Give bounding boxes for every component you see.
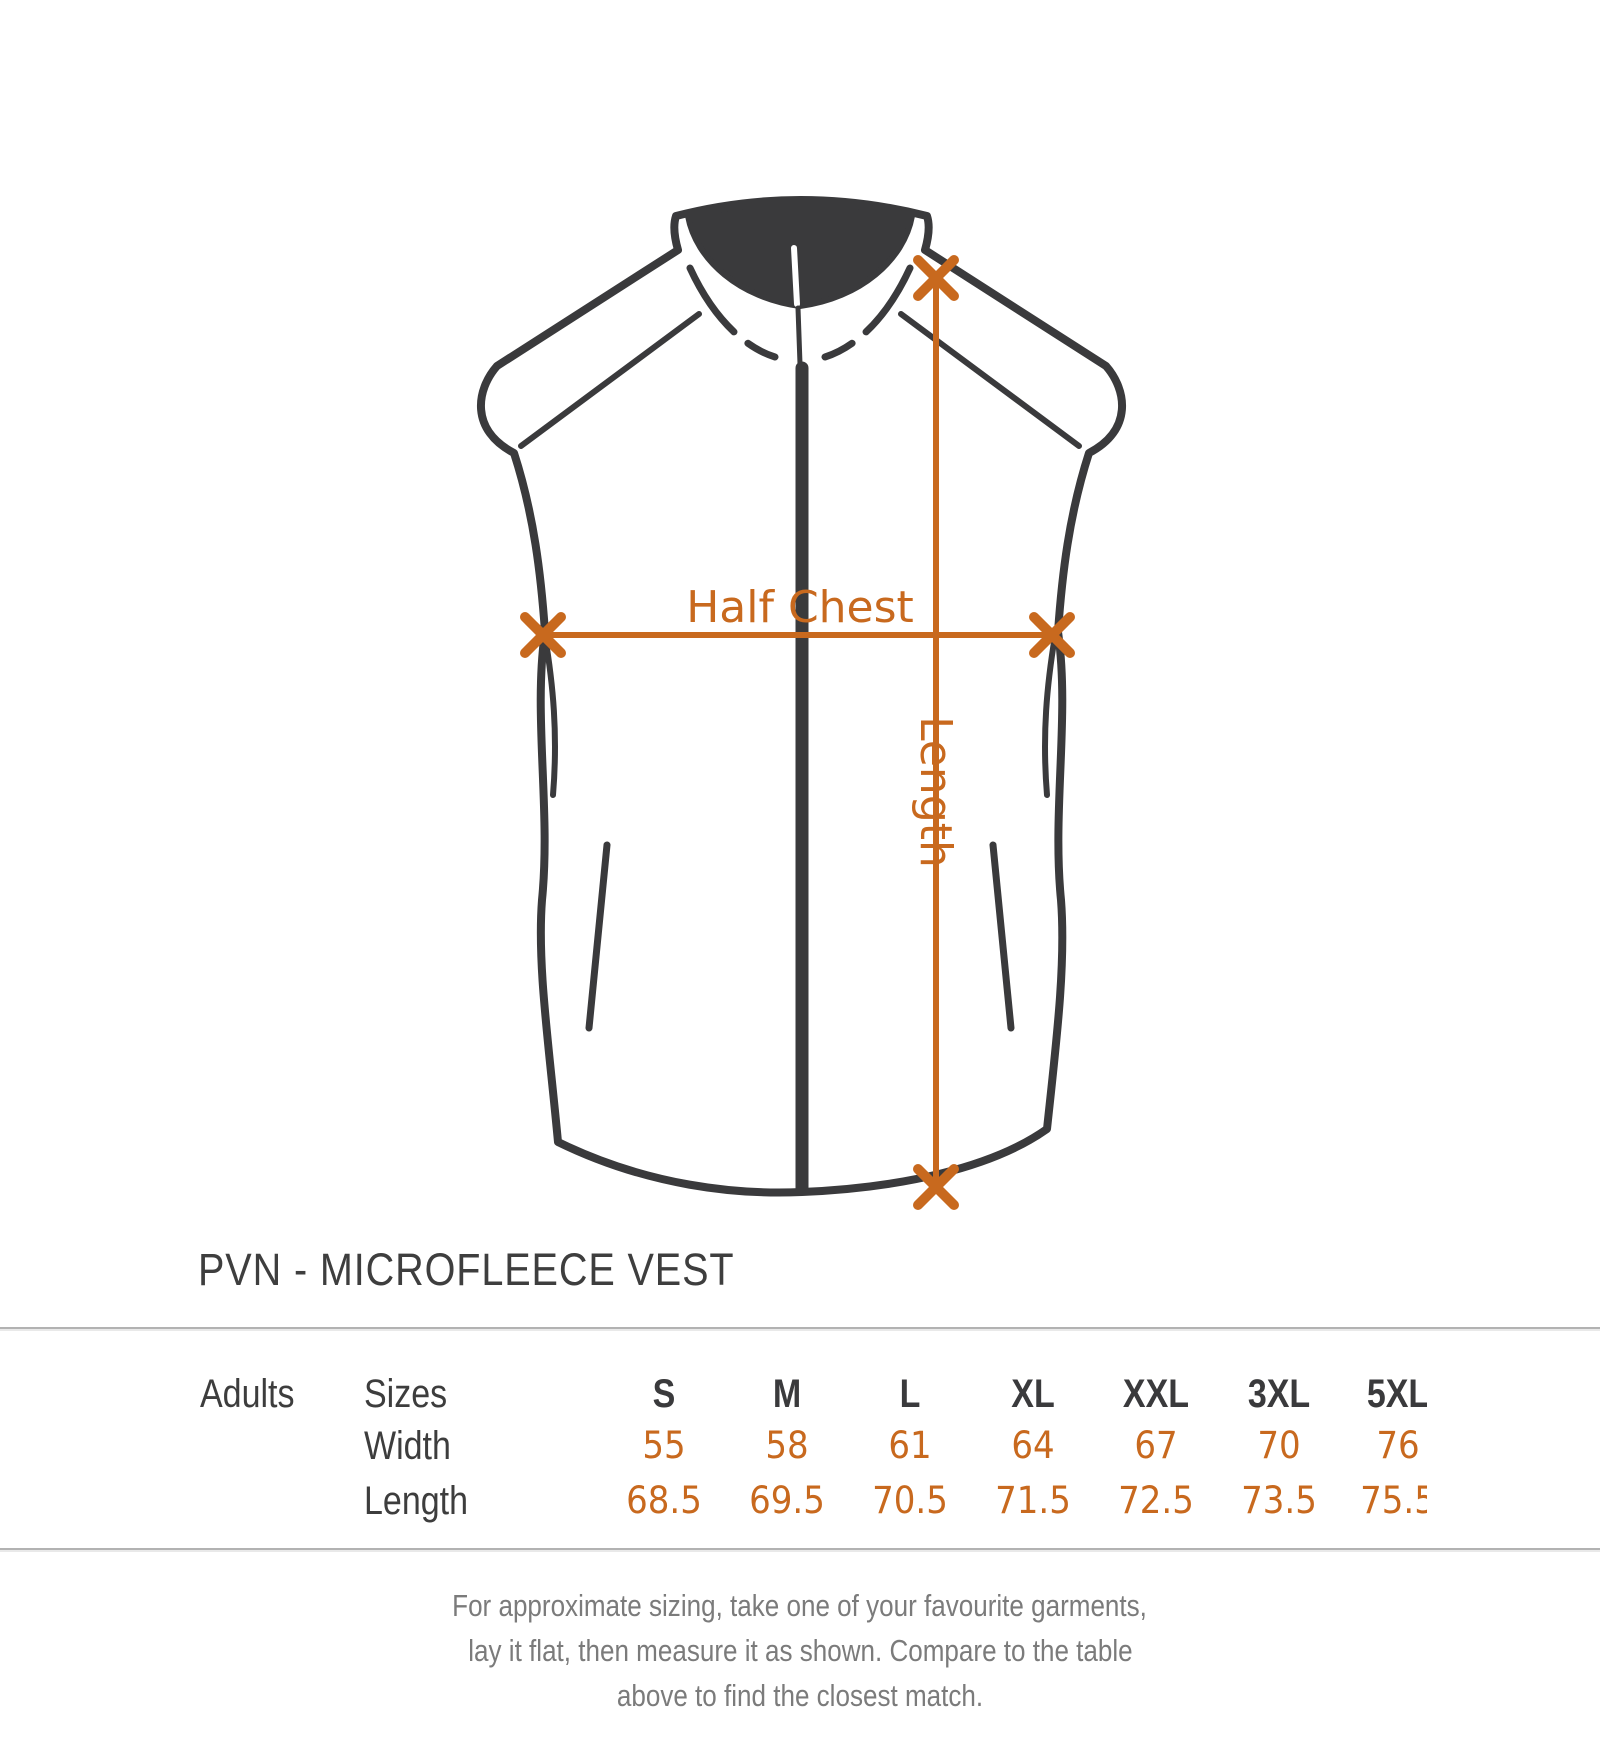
table-row-label-width: Width: [364, 1424, 451, 1468]
table-row-label-sizes: Sizes: [364, 1372, 448, 1416]
size-col-s: S: [652, 1372, 676, 1416]
sizing-instructions: For approximate sizing, take one of your…: [0, 1583, 1600, 1718]
half-chest-x-left: [520, 612, 566, 658]
divider-top: [0, 1327, 1600, 1329]
length-value-s: 68.5: [626, 1479, 702, 1522]
size-col-3xl: 3XL: [1247, 1372, 1311, 1416]
width-value-xxl: 67: [1134, 1424, 1178, 1467]
length-value-xxl: 72.5: [1118, 1479, 1194, 1522]
width-value-3xl: 70: [1257, 1424, 1301, 1467]
sizing-instructions-line-3: above to find the closest match.: [616, 1678, 984, 1713]
length-value-3xl: 73.5: [1241, 1479, 1317, 1522]
width-value-m: 58: [765, 1424, 809, 1467]
sizing-instructions-line-2: lay it flat, then measure it as shown. C…: [467, 1633, 1133, 1668]
length-x-bottom: [913, 1164, 959, 1210]
left-pocket-line: [585, 841, 611, 1032]
width-value-5xl: 76: [1376, 1424, 1420, 1467]
table-row-label-length: Length: [364, 1479, 468, 1523]
collar-inner-dark: [685, 200, 915, 309]
collar-band-right-edge: [821, 264, 914, 361]
size-col-5xl: 5XL: [1366, 1372, 1427, 1416]
table-group-label: Adults: [200, 1372, 295, 1416]
size-col-l: L: [899, 1372, 921, 1416]
vest-measurement-diagram: Half Chest Length: [477, 196, 1126, 1210]
divider-bottom: [0, 1548, 1600, 1550]
width-value-xl: 64: [1011, 1424, 1055, 1467]
length-value-5xl: 75.5: [1360, 1479, 1427, 1522]
width-value-l: 61: [888, 1424, 932, 1467]
size-table: Adults Sizes S M L XL XXL 3XL 5XL Width …: [0, 1340, 1427, 1540]
size-col-xl: XL: [1011, 1372, 1055, 1416]
length-label: Length: [910, 716, 961, 868]
width-value-s: 55: [642, 1424, 686, 1467]
left-shoulder-seam: [518, 311, 702, 449]
collar-center-line: [795, 305, 803, 367]
collar-zip-notch: [791, 245, 800, 307]
length-x-top: [913, 255, 959, 301]
right-armhole-seam: [1042, 633, 1058, 798]
right-shoulder-seam: [898, 311, 1082, 449]
half-chest-x-right: [1029, 612, 1075, 658]
length-value-xl: 71.5: [995, 1479, 1071, 1522]
product-title: PVN - MICROFLEECE VEST: [198, 1244, 735, 1295]
size-col-m: M: [772, 1372, 802, 1416]
length-value-l: 70.5: [872, 1479, 948, 1522]
collar-band-left-edge: [686, 264, 779, 361]
left-armhole-seam: [542, 633, 558, 798]
size-col-xxl: XXL: [1122, 1372, 1190, 1416]
length-value-m: 69.5: [749, 1479, 825, 1522]
right-pocket-line: [989, 841, 1015, 1032]
sizing-instructions-line-1: For approximate sizing, take one of your…: [452, 1588, 1148, 1623]
half-chest-label: Half Chest: [686, 582, 914, 633]
